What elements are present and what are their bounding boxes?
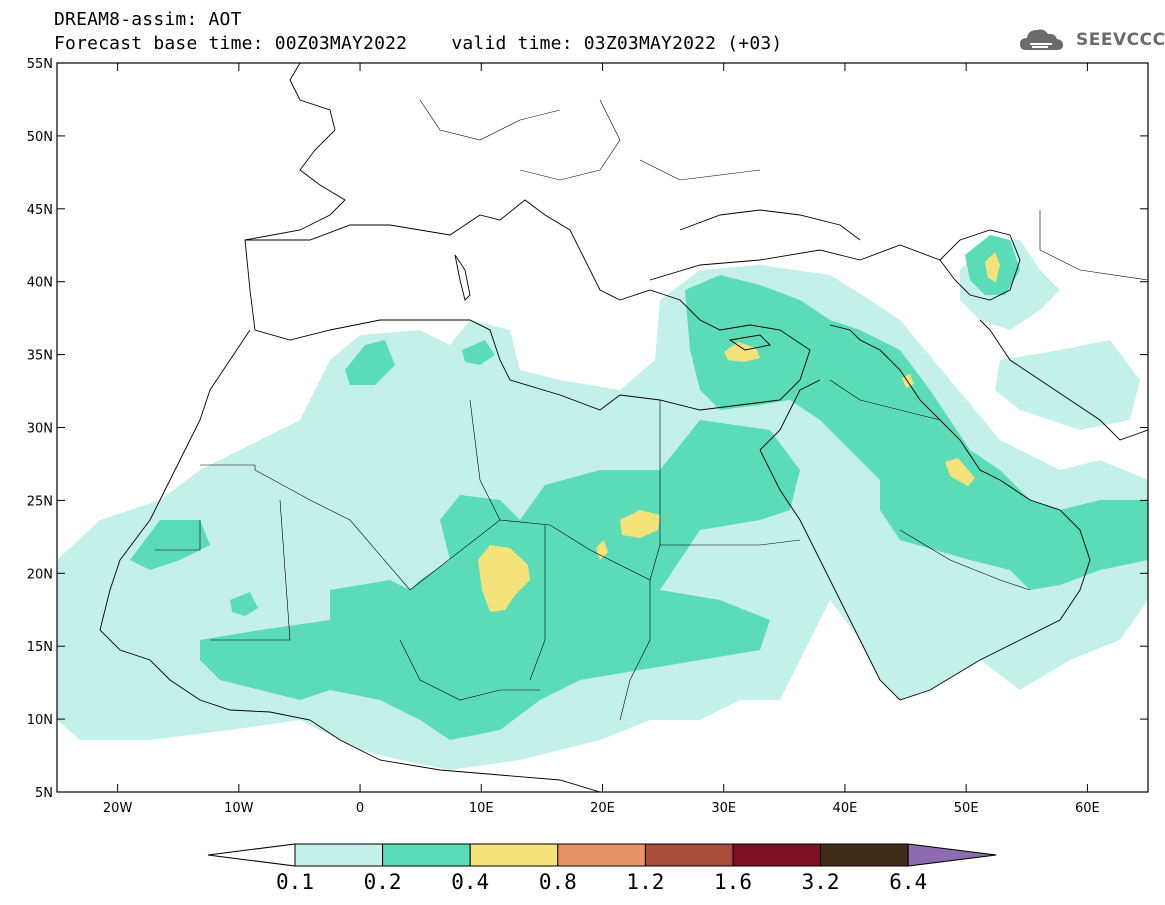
lat-tick-label: 25N [27,494,53,509]
lon-tick-label: 30E [711,801,736,816]
map-title: DREAM8-assim: AOT [54,9,242,30]
colorbar-swatch [469,843,559,867]
lon-tick-label: 40E [833,801,858,816]
colorbar-label: 0.4 [451,870,489,894]
lon-tick-label: 10W [224,801,254,816]
lat-tick-label: 30N [27,422,53,437]
lon-tick-label: 60E [1075,801,1100,816]
coastlines [99,63,1148,792]
political-borders [155,99,1148,721]
colorbar-label: 0.2 [364,870,402,894]
colorbar-swatch [382,843,471,867]
lon-tick-label: 50E [954,801,979,816]
colorbar-label: 0.1 [276,870,314,894]
lon-tick-label: 10E [469,801,494,816]
lat-tick-label: 20N [27,567,53,582]
latitude-axis: 55N 50N 45N 40N 35N 30N 25N 20N 15N 10N 5N [27,57,1148,801]
lat-tick-label: 5N [35,786,53,801]
colorbar-swatch [294,843,384,867]
colorbar-label: 6.4 [889,870,927,894]
lon-tick-label: 20E [590,801,615,816]
lat-tick-label: 50N [27,130,53,145]
colorbar-legend: 0.1 0.2 0.4 0.8 1.2 1.6 3.2 6.4 [207,843,997,894]
dust-aot-field [57,235,1148,770]
lon-tick-label: 0 [356,801,364,816]
colorbar-label: 3.2 [802,870,840,894]
lat-tick-label: 55N [27,57,53,72]
lat-tick-label: 15N [27,640,53,655]
lat-tick-label: 35N [27,349,53,364]
forecast-time-line: Forecast base time: 00Z03MAY2022 valid t… [54,33,783,54]
lon-tick-label: 20W [103,801,133,816]
colorbar-label: 1.2 [626,870,664,894]
longitude-axis: 20W 10W 0 10E 20E 30E 40E 50E 60E [103,63,1100,816]
colorbar-label: 1.6 [714,870,752,894]
lat-tick-label: 10N [27,713,53,728]
lat-tick-label: 45N [27,203,53,218]
colorbar-swatch [644,843,734,867]
colorbar-swatch [732,843,822,867]
colorbar-label: 0.8 [539,870,577,894]
colorbar-swatch [557,843,646,867]
cloud-icon [1020,29,1063,50]
seevccc-logo: SEEVCCC [1076,30,1165,50]
colorbar-under-arrow [207,843,296,867]
lat-tick-label: 40N [27,276,53,291]
colorbar-swatch [820,843,909,867]
colorbar-over-arrow [907,843,997,867]
